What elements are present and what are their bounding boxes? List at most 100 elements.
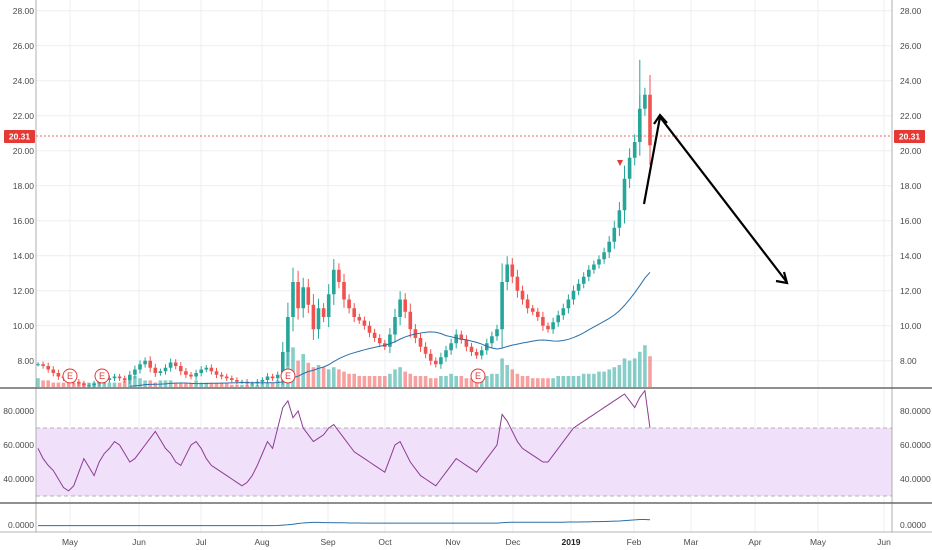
candle-body xyxy=(525,299,530,309)
volume-bar xyxy=(143,380,147,387)
volume-bar xyxy=(632,358,637,387)
candle-body xyxy=(505,264,509,282)
candle-body xyxy=(546,325,550,330)
volume-bar xyxy=(592,373,596,387)
volume-bar xyxy=(153,382,158,387)
candle-body xyxy=(617,210,622,228)
osc-tick-label: 80.0000 xyxy=(3,406,34,416)
volume-bar xyxy=(485,376,489,387)
volume-bar xyxy=(439,376,443,387)
candle-body xyxy=(627,157,632,179)
last-price-label-left: 20.31 xyxy=(9,132,31,142)
candle-body xyxy=(41,364,45,366)
volume-bar xyxy=(449,373,453,387)
candle-body xyxy=(459,334,464,340)
volume-bar xyxy=(495,373,499,387)
candle-body xyxy=(260,380,265,382)
candle-body xyxy=(281,352,285,375)
x-tick-label: Jun xyxy=(877,537,891,547)
candle-body xyxy=(490,336,494,344)
volume-bar xyxy=(612,367,617,387)
candle-body xyxy=(128,374,132,380)
annotation-arrows[interactable] xyxy=(642,113,789,285)
earnings-marker[interactable] xyxy=(470,368,486,384)
candle-body xyxy=(87,385,91,387)
candle-body xyxy=(107,378,112,380)
candle-body xyxy=(434,360,438,365)
oscillator-band xyxy=(36,428,892,496)
arrow-down-head xyxy=(775,271,789,285)
volume-bar xyxy=(184,382,188,387)
candle-body xyxy=(581,276,586,284)
volume-bar xyxy=(530,378,535,387)
earnings-marker[interactable] xyxy=(280,368,296,384)
candle-body xyxy=(576,283,581,291)
earnings-marker[interactable] xyxy=(94,368,110,384)
candle-body xyxy=(352,308,356,317)
volume-bar xyxy=(648,356,652,387)
moving-average-line xyxy=(129,272,651,387)
volume-bar xyxy=(505,365,509,387)
y-tick-label: 16.00 xyxy=(900,216,922,226)
volume-bar xyxy=(46,380,50,387)
osc-tick-label: 60.0000 xyxy=(900,440,931,450)
candle-body xyxy=(230,378,234,380)
volume-bar xyxy=(189,382,193,387)
volume-bar xyxy=(408,373,413,387)
volume-bar xyxy=(403,371,407,387)
volume-bar xyxy=(428,378,433,387)
x-tick-label: Dec xyxy=(505,537,521,547)
volume-bar xyxy=(602,371,606,387)
candle-body xyxy=(36,364,40,366)
arrow-down-line xyxy=(659,116,787,282)
volume-bar xyxy=(337,369,341,387)
candle-body xyxy=(291,282,295,317)
x-tick-label: Nov xyxy=(445,537,461,547)
candle-body xyxy=(536,311,540,317)
volume-bar xyxy=(423,376,428,387)
candle-body xyxy=(520,290,525,300)
y-tick-label: 24.00 xyxy=(900,76,922,86)
volume-bar xyxy=(490,373,494,387)
candle-body xyxy=(179,366,183,372)
volume-bar xyxy=(622,358,627,387)
candle-body xyxy=(423,346,428,354)
volume-bar xyxy=(214,382,219,387)
x-tick-label: May xyxy=(62,537,79,547)
y-tick-label: 10.00 xyxy=(900,321,922,331)
y-tick-label: 22.00 xyxy=(900,111,922,121)
last-price-tag-left xyxy=(4,130,35,143)
volume-bar xyxy=(357,376,362,387)
volume-bar xyxy=(607,369,611,387)
volume-bar xyxy=(352,373,356,387)
arrow-up-line xyxy=(642,116,662,205)
candle-body xyxy=(500,282,504,330)
volume-bar xyxy=(224,382,229,387)
candle-body xyxy=(428,353,433,361)
candle-body xyxy=(168,362,173,368)
candle-body xyxy=(398,299,402,317)
y-tick-label: 14.00 xyxy=(900,251,922,261)
earnings-marker[interactable] xyxy=(62,368,78,384)
volume-bar xyxy=(383,376,387,387)
volume-bar xyxy=(117,382,122,387)
candle-body xyxy=(561,308,566,316)
volume-bar xyxy=(347,373,351,387)
volume-bar xyxy=(576,376,581,387)
candle-body xyxy=(153,367,158,373)
candle-body xyxy=(454,334,458,344)
volume-bar xyxy=(398,367,402,387)
candle-body xyxy=(638,108,642,142)
candle-body xyxy=(587,269,591,277)
candle-body xyxy=(321,308,326,317)
candle-body xyxy=(347,299,351,309)
y-tick-label: 22.00 xyxy=(13,111,35,121)
volume-bar xyxy=(230,384,234,387)
volume-bar xyxy=(209,382,214,387)
last-price-label-right: 20.31 xyxy=(899,132,921,142)
candle-body xyxy=(612,227,617,242)
volume-bar xyxy=(138,378,142,387)
candle-body xyxy=(607,241,611,253)
volume-bar xyxy=(342,371,346,387)
